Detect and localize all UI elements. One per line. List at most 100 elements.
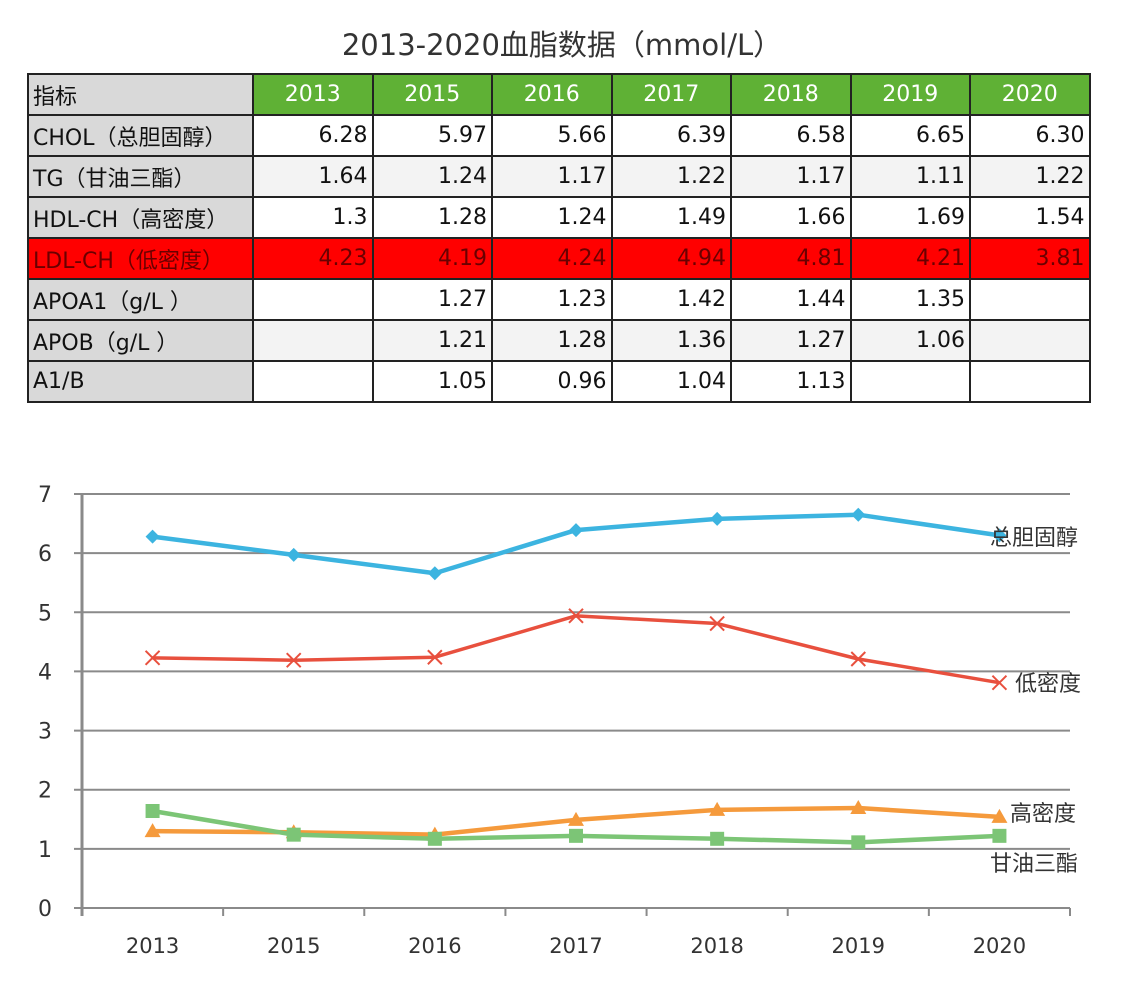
table-cell: 1.11 <box>849 155 971 198</box>
data-point <box>991 674 1008 691</box>
table-cell: 2019 <box>849 73 971 116</box>
table-cell: 6.65 <box>849 114 971 157</box>
table-cell: 1.69 <box>849 196 971 239</box>
table-cell: 0.96 <box>491 360 613 403</box>
series-label: 低密度 <box>1015 672 1081 697</box>
data-point <box>144 650 161 666</box>
table-cell: 1.04 <box>610 360 732 403</box>
y-tick-label: 5 <box>38 601 52 626</box>
table-cell: 2017 <box>610 73 732 116</box>
table-cell: 1.17 <box>730 155 852 198</box>
line-chart: 0 1 2 3 4 5 6 7 2013 2015 2016 2017 2018 2019 2020 总胆固醇… <box>38 483 1081 958</box>
row-label: HDL-CH（高密度） <box>27 196 254 239</box>
data-point <box>991 808 1008 823</box>
table-row: CHOL（总胆固醇） 6.28 5.97 5.66 6.39 6.58 6.65 6.30 <box>27 114 1091 157</box>
y-tick-label: 4 <box>38 660 52 685</box>
data-point <box>568 811 584 826</box>
x-tick-label: 2013 <box>126 934 179 958</box>
table-cell: 1.66 <box>730 196 852 239</box>
data-point <box>850 800 867 815</box>
data-point <box>569 828 583 843</box>
table-cell: 1.42 <box>610 278 732 321</box>
table-cell: 6.30 <box>969 114 1091 157</box>
table-cell: 6.58 <box>730 114 852 157</box>
x-tick-label: 2019 <box>832 934 885 958</box>
table-cell <box>969 319 1091 362</box>
table-cell: 5.66 <box>491 114 613 157</box>
table-row: HDL-CH（高密度） 1.3 1.28 1.24 1.49 1.66 1.69 1.54 <box>27 196 1091 239</box>
table-cell: 1.28 <box>371 196 493 239</box>
table-cell <box>252 278 374 321</box>
table-cell <box>252 319 374 362</box>
table-cell: 1.17 <box>491 155 613 198</box>
table-cell <box>849 360 971 403</box>
row-label: LDL-CH（低密度） <box>27 237 254 280</box>
table-cell: 1.3 <box>252 196 374 239</box>
table-cell: 1.24 <box>491 196 613 239</box>
data-point <box>427 566 442 581</box>
table-cell: 2013 <box>252 73 374 116</box>
x-tick-label: 2015 <box>267 934 320 958</box>
data-point <box>286 827 301 842</box>
table-row: APOA1（g/L ） 1.27 1.23 1.42 1.44 1.35 <box>27 278 1091 321</box>
data-point <box>286 547 301 562</box>
x-tick-label: 2020 <box>973 934 1026 958</box>
data-point <box>569 523 583 538</box>
row-label: 指标 <box>27 73 254 116</box>
y-tick-label: 6 <box>38 542 52 567</box>
data-point <box>992 528 1007 543</box>
table-cell: 1.36 <box>610 319 732 362</box>
table-cell: 6.28 <box>252 114 374 157</box>
table-cell: 6.39 <box>610 114 732 157</box>
x-tick-label: 2018 <box>690 934 743 958</box>
series-line-1 <box>152 614 1000 685</box>
table-cell <box>969 360 1091 403</box>
data-point <box>709 801 726 816</box>
data-point <box>709 615 725 632</box>
x-tick-label: 2017 <box>549 934 602 958</box>
row-label: APOB（g/L ） <box>27 319 254 362</box>
y-tick-label: 3 <box>38 720 52 745</box>
data-point <box>427 831 442 846</box>
row-label: APOA1（g/L ） <box>27 278 254 321</box>
row-label: A1/B <box>27 360 254 403</box>
table-cell: 1.23 <box>491 278 613 321</box>
series-label: 总胆固醇 <box>990 526 1078 551</box>
series-label: 高密度 <box>1010 802 1076 827</box>
table-cell: 1.49 <box>610 196 732 239</box>
table-cell: 4.94 <box>610 237 732 280</box>
data-point <box>286 652 302 668</box>
series-label: 甘油三酯 <box>990 852 1078 877</box>
data-point <box>851 835 866 850</box>
table-cell: 4.21 <box>849 237 971 280</box>
row-label: TG（甘油三酯） <box>27 155 254 198</box>
data-point <box>851 507 866 522</box>
y-tick-label: 7 <box>38 483 52 508</box>
table-cell: 1.54 <box>969 196 1091 239</box>
table-cell: 2016 <box>491 73 613 116</box>
table-row: APOB（g/L ） 1.21 1.28 1.36 1.27 1.06 <box>27 319 1091 362</box>
table-cell: 4.81 <box>730 237 852 280</box>
y-tick-label: 1 <box>38 838 52 863</box>
table-row: A1/B 1.05 0.96 1.04 1.13 <box>27 360 1091 403</box>
table-cell: 1.27 <box>730 319 852 362</box>
page-title: 2013-2020血脂数据（mmol/L） <box>341 28 783 62</box>
data-point <box>145 804 160 819</box>
table-row: TG（甘油三酯） 1.64 1.24 1.17 1.22 1.17 1.11 1.22 <box>27 155 1091 198</box>
table-cell: 2020 <box>969 73 1091 116</box>
data-point <box>427 649 443 665</box>
data-point <box>710 511 725 526</box>
table-cell: 1.44 <box>730 278 852 321</box>
y-tick-label: 0 <box>38 897 52 922</box>
table-cell: 1.24 <box>371 155 493 198</box>
table-cell: 1.28 <box>491 319 613 362</box>
table-cell <box>252 360 374 403</box>
lipid-table: 指标 2013 2015 2016 2017 2018 2019 2020 CHOL（总胆固醇）… <box>27 73 1091 403</box>
table-cell: 1.22 <box>610 155 732 198</box>
table-cell: 1.05 <box>371 360 493 403</box>
table-cell: 1.27 <box>371 278 493 321</box>
table-cell: 1.06 <box>849 319 971 362</box>
table-cell: 5.97 <box>371 114 493 157</box>
table-cell: 4.24 <box>491 237 613 280</box>
table-cell: 1.64 <box>252 155 374 198</box>
